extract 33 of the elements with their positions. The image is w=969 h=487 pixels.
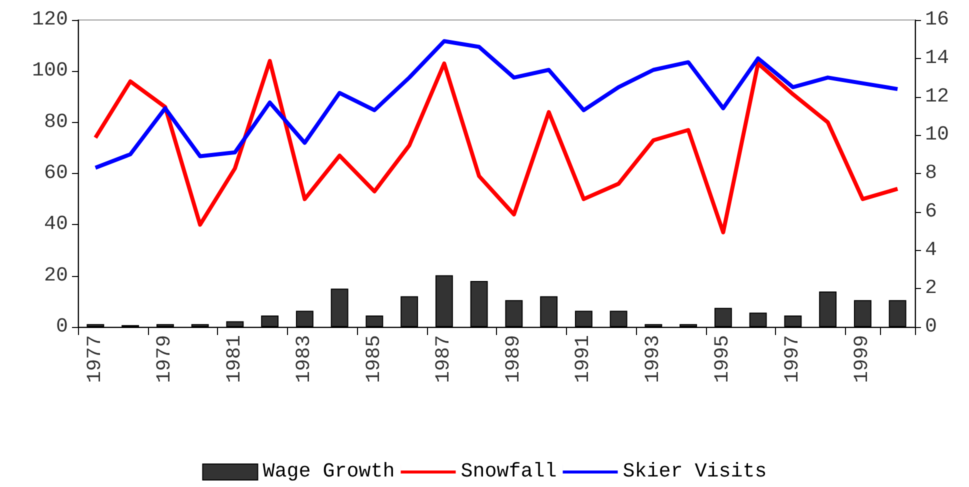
y2-tick-label: 0 — [925, 316, 938, 338]
y-tick-label: 60 — [44, 162, 68, 185]
y-tick-label: 40 — [44, 213, 68, 236]
x-tick-label: 1977 — [84, 335, 107, 384]
x-tick-label: 1983 — [293, 335, 316, 384]
y2-tick-label: 4 — [925, 238, 938, 262]
x-tick-label: 1981 — [223, 335, 246, 384]
line-series — [93, 58, 900, 234]
y2-tick-label: 6 — [925, 200, 938, 224]
y2-tick-label: 10 — [925, 124, 950, 147]
line-series — [93, 39, 900, 170]
x-tick-label: 1997 — [781, 335, 804, 384]
x-tick-label: 1987 — [432, 335, 456, 384]
x-tick-label: 1985 — [362, 335, 386, 384]
x-tick-label: 1995 — [712, 335, 735, 384]
y2-tick-label: 16 — [925, 8, 950, 32]
y2-tick-label: 8 — [925, 162, 938, 185]
y2-tick-label: 14 — [925, 46, 950, 70]
y-tick-label: 100 — [32, 60, 68, 83]
x-tick-label: 1999 — [851, 335, 874, 384]
y-tick-label: 20 — [44, 264, 68, 288]
y-tick-label: 80 — [44, 110, 68, 134]
x-tick-label: 1989 — [502, 335, 526, 384]
x-tick-label: 1993 — [642, 335, 665, 384]
x-tick-label: 1979 — [154, 335, 177, 384]
y2-tick-label: 2 — [925, 277, 938, 300]
x-tick-label: 1991 — [572, 335, 596, 384]
y-tick-label: 120 — [32, 8, 68, 32]
y2-tick-label: 12 — [925, 85, 950, 108]
legend-label: Wage Growth — [262, 460, 395, 484]
y-tick-label: 0 — [56, 316, 68, 338]
legend-label: Skier Visits — [622, 460, 767, 484]
legend-label: Snowfall — [460, 460, 557, 484]
